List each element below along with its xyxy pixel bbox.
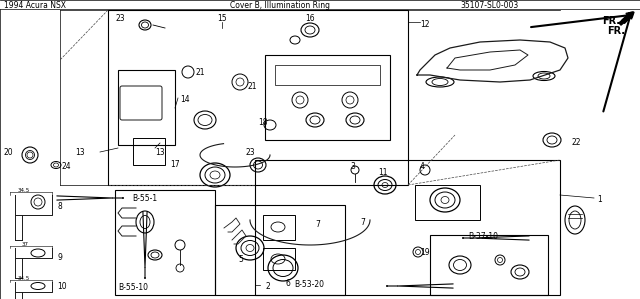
Text: 18: 18 — [258, 118, 268, 127]
Text: 35107-SL0-003: 35107-SL0-003 — [460, 1, 518, 10]
Text: 19: 19 — [420, 248, 429, 257]
Text: 34.5: 34.5 — [18, 188, 30, 193]
Text: 4: 4 — [420, 162, 425, 171]
Text: 13: 13 — [155, 148, 164, 157]
Text: 17: 17 — [170, 160, 180, 169]
Text: 23: 23 — [115, 14, 125, 23]
Text: B-55-10: B-55-10 — [118, 283, 148, 292]
Text: 16: 16 — [305, 14, 315, 23]
Bar — [263, 215, 295, 240]
Text: 13: 13 — [75, 148, 84, 157]
Bar — [255, 160, 560, 295]
Text: 22: 22 — [572, 138, 582, 147]
Text: 37: 37 — [22, 242, 29, 247]
Text: 20: 20 — [4, 148, 13, 157]
Bar — [118, 70, 175, 145]
Text: 8: 8 — [57, 202, 61, 211]
Text: 23: 23 — [245, 148, 255, 157]
FancyArrow shape — [621, 12, 633, 23]
Bar — [263, 248, 295, 270]
Text: FR.: FR. — [602, 16, 620, 26]
Text: 10: 10 — [57, 282, 67, 291]
Text: 6: 6 — [285, 279, 290, 288]
Bar — [415, 185, 480, 220]
Text: 21: 21 — [248, 82, 257, 91]
Text: 7: 7 — [315, 220, 320, 229]
Text: 9: 9 — [57, 253, 62, 262]
Text: 14: 14 — [180, 95, 189, 104]
Text: 34.5: 34.5 — [18, 276, 30, 281]
Text: 2: 2 — [265, 282, 269, 291]
Bar — [133, 138, 165, 165]
Text: B-53-20: B-53-20 — [294, 280, 324, 289]
Text: 12: 12 — [420, 20, 429, 29]
Bar — [275, 65, 380, 85]
Text: 1994 Acura NSX: 1994 Acura NSX — [4, 1, 66, 10]
Bar — [115, 190, 215, 295]
Text: 21: 21 — [195, 68, 205, 77]
Text: 1: 1 — [597, 195, 602, 204]
Text: 15: 15 — [217, 14, 227, 23]
Text: B-37-10: B-37-10 — [468, 232, 498, 241]
Text: 11: 11 — [378, 168, 387, 177]
Text: Cover B, Illumination Ring: Cover B, Illumination Ring — [230, 1, 330, 10]
Text: 5: 5 — [238, 255, 243, 264]
Bar — [108, 10, 408, 185]
Text: FR.: FR. — [607, 26, 625, 36]
Text: 7: 7 — [360, 218, 365, 227]
Text: B-55-1: B-55-1 — [132, 194, 157, 203]
Bar — [265, 55, 390, 140]
FancyArrow shape — [619, 12, 634, 25]
Bar — [215, 205, 345, 295]
Bar — [430, 235, 548, 295]
Text: 24: 24 — [62, 162, 72, 171]
Text: 3: 3 — [350, 162, 355, 171]
